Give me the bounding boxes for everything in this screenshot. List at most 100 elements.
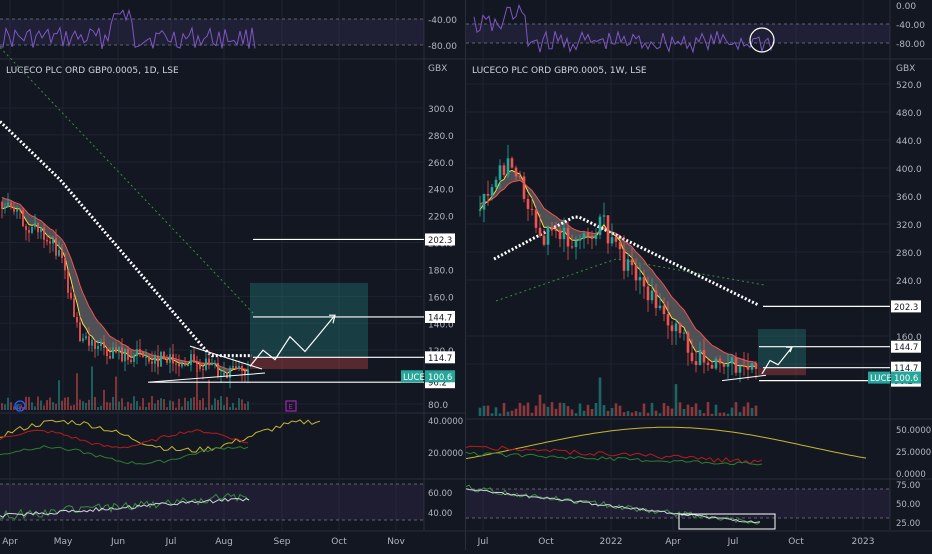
volume-bar xyxy=(482,405,486,416)
candle-body xyxy=(52,238,54,244)
target-zone xyxy=(758,329,806,368)
volume-bar xyxy=(654,410,658,416)
x-axis-label: Oct xyxy=(788,537,804,547)
candle-body xyxy=(598,216,602,236)
candle-body xyxy=(28,229,30,233)
candle-body xyxy=(166,359,168,363)
arrow-head xyxy=(329,314,336,324)
candle-body xyxy=(55,238,57,256)
candle-body xyxy=(526,198,530,209)
candle-body xyxy=(1,202,3,209)
volume-bar xyxy=(586,404,590,416)
candle-body xyxy=(738,365,742,373)
volume-bar xyxy=(734,402,738,416)
volume-bar xyxy=(10,402,12,410)
last-price-tag xyxy=(891,371,921,384)
candle-body xyxy=(247,369,249,375)
volume-bar xyxy=(181,406,183,410)
volume-bar xyxy=(229,407,231,410)
price-tick-label: 260.0 xyxy=(428,159,454,169)
volume-bar xyxy=(82,401,84,410)
candle-body xyxy=(58,250,60,256)
volume-bar xyxy=(199,400,201,410)
volume-bar xyxy=(7,397,9,410)
candle-body xyxy=(85,336,87,339)
volume-bar xyxy=(502,402,506,416)
candle-body xyxy=(722,363,726,367)
volume-bar xyxy=(202,398,204,410)
daily-chart-svg[interactable]: -40.00 -80.00 LUCECO PLC ORD GBP0.0005, 1D… xyxy=(0,0,466,550)
daily-chart-panel[interactable]: -40.00 -80.00 LUCECO PLC ORD GBP0.0005, 1D… xyxy=(0,0,466,550)
volume-bar xyxy=(220,396,222,410)
price-level-tag xyxy=(891,340,921,353)
volume-bar xyxy=(478,407,482,416)
candle-body xyxy=(91,339,93,346)
candle-body xyxy=(22,210,24,227)
price-level-label: 114.7 xyxy=(428,354,452,364)
volume-bar xyxy=(522,405,526,416)
oscillator-tick-label: 0.0000 xyxy=(896,470,926,480)
volume-bar xyxy=(55,403,57,410)
volume-bar xyxy=(124,406,126,410)
volume-bar xyxy=(163,399,165,410)
volume-bar xyxy=(674,384,678,416)
volume-bar xyxy=(530,412,534,416)
volume-bar xyxy=(97,407,99,410)
volume-bar xyxy=(121,398,123,410)
chart-title: LUCECO PLC ORD GBP0.0005, 1D, LSE xyxy=(6,66,179,76)
volume-bar xyxy=(510,410,514,416)
volume-bar xyxy=(175,407,177,410)
volume-bar xyxy=(130,403,132,410)
weekly-chart-svg[interactable]: 0.00 -40.00 -80.00 LUCECO PLC ORD GBP0.0005… xyxy=(465,0,932,550)
candle-body xyxy=(73,298,75,318)
price-tick-label: 180.0 xyxy=(428,266,454,276)
volume-bar xyxy=(690,406,694,416)
candle-body xyxy=(178,363,180,367)
candle-body xyxy=(94,339,96,349)
volume-bar xyxy=(88,399,90,410)
candle-body xyxy=(666,314,670,326)
x-axis-label: Oct xyxy=(331,537,347,547)
volume-bar xyxy=(534,405,538,416)
currency-label: GBX xyxy=(896,64,915,74)
price-tick-label: 160.0 xyxy=(896,333,922,343)
x-axis-label: Sep xyxy=(274,537,291,547)
projection-arrow xyxy=(249,314,336,367)
x-axis-label: May xyxy=(54,537,73,547)
candle-body xyxy=(710,364,714,369)
last-price-label: 100.6 xyxy=(894,374,918,384)
price-tick-label: 280.0 xyxy=(896,249,922,259)
candle-body xyxy=(678,323,682,334)
x-axis-label: Nov xyxy=(387,537,405,547)
candle-body xyxy=(118,347,120,353)
candle-body xyxy=(646,286,650,301)
volume-bar xyxy=(127,401,129,410)
bottom-osc-tick-label: 60.00 xyxy=(428,489,452,499)
candle-body xyxy=(76,317,78,323)
volume-bar xyxy=(698,409,702,416)
volume-bar xyxy=(235,407,237,410)
weekly-chart-panel[interactable]: 0.00 -40.00 -80.00 LUCECO PLC ORD GBP0.0005… xyxy=(465,0,932,550)
candle-body xyxy=(43,227,45,240)
candle-body xyxy=(49,241,51,244)
volume-bar xyxy=(738,412,742,416)
volume-bar xyxy=(578,403,582,416)
candle-body xyxy=(112,347,114,359)
volume-bar xyxy=(574,413,578,416)
x-axis-label: Oct xyxy=(538,537,554,547)
volume-bar xyxy=(145,406,147,410)
candle-body xyxy=(97,345,99,349)
volume-bar xyxy=(726,413,730,416)
candle-body xyxy=(746,366,750,370)
price-tick-label: 400.0 xyxy=(896,165,922,175)
candle-body xyxy=(226,372,228,378)
candle-body xyxy=(562,227,566,240)
bottom-osc-tick-label: 75.00 xyxy=(896,481,920,491)
candle-body xyxy=(510,158,514,168)
candle-body xyxy=(670,325,674,332)
volume-bar xyxy=(58,380,60,410)
candle-body xyxy=(630,259,634,266)
price-level-label: 144.7 xyxy=(428,313,452,323)
price-level-label: 202.3 xyxy=(894,303,918,313)
target-zone xyxy=(250,282,368,358)
